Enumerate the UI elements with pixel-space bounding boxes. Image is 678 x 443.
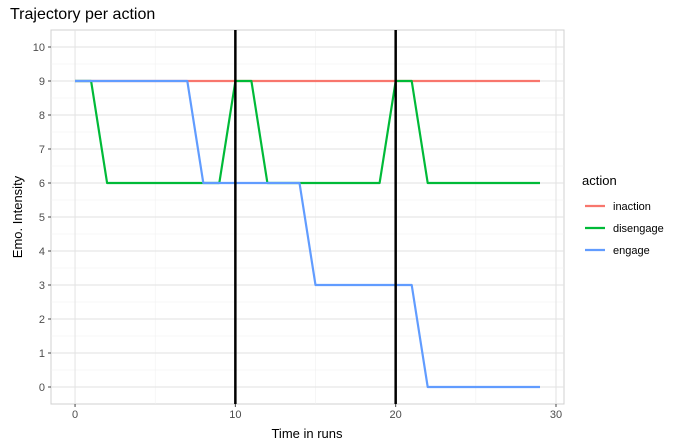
x-tick-label: 20: [390, 409, 402, 421]
x-tick-label: 0: [72, 409, 78, 421]
legend-label-inaction: inaction: [613, 201, 651, 213]
x-tick-label: 10: [229, 409, 241, 421]
y-tick-label: 3: [39, 280, 45, 292]
legend-title: action: [582, 173, 617, 188]
y-tick-label: 4: [39, 246, 45, 258]
y-tick-label: 5: [39, 212, 45, 224]
legend-label-engage: engage: [613, 245, 650, 257]
y-tick-label: 0: [39, 382, 45, 394]
y-tick-label: 2: [39, 314, 45, 326]
y-axis-title: Emo. Intensity: [10, 175, 25, 258]
x-tick-label: 30: [550, 409, 562, 421]
y-tick-label: 6: [39, 178, 45, 190]
series-line-engage: [75, 79, 540, 389]
plot-panel: [50, 29, 565, 405]
y-tick-label: 8: [39, 110, 45, 122]
x-axis-title: Time in runs: [271, 426, 343, 441]
y-tick-label: 9: [39, 76, 45, 88]
chart-title: Trajectory per action: [10, 6, 155, 23]
legend-label-disengage: disengage: [613, 223, 664, 235]
y-tick-label: 1: [39, 348, 45, 360]
series-line-disengage: [75, 79, 540, 185]
y-tick-label: 10: [33, 42, 45, 54]
y-tick-label: 7: [39, 144, 45, 156]
legend: action inaction disengage engage: [582, 173, 664, 257]
